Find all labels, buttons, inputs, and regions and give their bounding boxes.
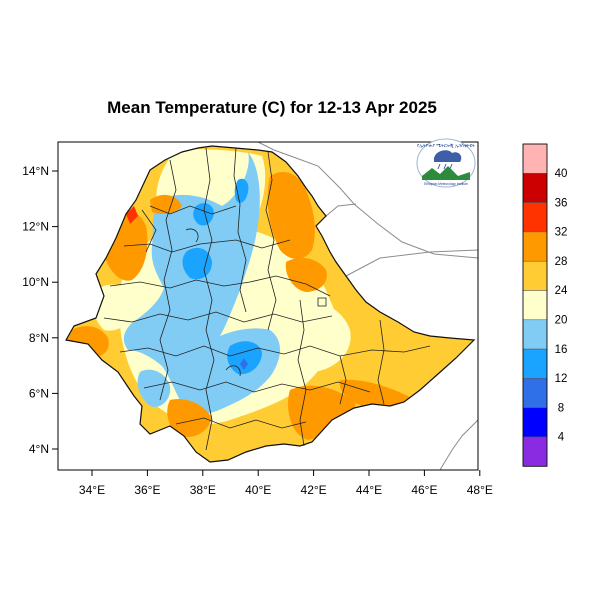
y-tick-label: 10°N xyxy=(22,275,49,289)
institute-logo: የኢትዮጵያ ሜትሮሎጂ ኢንስቲትዩት Ethiopian Meteorolo… xyxy=(416,138,476,188)
colorbar-segment xyxy=(522,173,548,203)
colorbar-label: 8 xyxy=(558,402,564,414)
colorbar-segment xyxy=(522,290,548,321)
colorbar-label: 40 xyxy=(555,168,568,180)
country-outline xyxy=(65,145,476,463)
colorbar-segment xyxy=(522,378,548,408)
map-title: Mean Temperature (C) for 12-13 Apr 2025 xyxy=(107,98,437,117)
colorbar-label: 4 xyxy=(558,432,565,444)
colorbar-segment xyxy=(522,407,548,438)
y-tick-label: 6°N xyxy=(29,386,49,400)
colorbar-label: 12 xyxy=(555,373,568,385)
x-tick-label: 38°E xyxy=(190,483,216,497)
neighbour-borders xyxy=(257,141,479,471)
plot-frame xyxy=(57,141,479,471)
colorbar-frame xyxy=(522,143,548,467)
colorbar-label: 16 xyxy=(555,344,568,356)
x-tick-label: 42°E xyxy=(301,483,327,497)
admin-boundaries xyxy=(103,147,431,451)
colorbar-segment xyxy=(522,202,548,233)
y-tick-label: 14°N xyxy=(22,164,49,178)
colorbar-label: 28 xyxy=(555,256,568,268)
x-tick-label: 48°E xyxy=(467,483,493,497)
x-tick-label: 36°E xyxy=(134,483,160,497)
colorbar-label: 36 xyxy=(555,197,568,209)
colorbar-segment xyxy=(522,319,548,350)
x-axis: 34°E 36°E 38°E 40°E 42°E 44°E 46°E 48°E xyxy=(79,470,493,497)
y-axis: 14°N 12°N 10°N 8°N 6°N 4°N xyxy=(22,164,58,456)
colorbar-segment xyxy=(522,231,548,262)
x-tick-label: 46°E xyxy=(411,483,437,497)
rain-icon xyxy=(437,163,453,170)
y-tick-label: 12°N xyxy=(22,220,49,234)
colorbar-labels: 40 36 32 28 24 20 16 12 8 4 xyxy=(555,168,568,444)
colorbar-label: 24 xyxy=(555,285,568,297)
x-tick-label: 40°E xyxy=(245,483,271,497)
y-tick-label: 4°N xyxy=(29,442,49,456)
logo-bottom-text: Ethiopian Meteorology Institute xyxy=(424,182,468,186)
colorbar-label: 20 xyxy=(555,314,568,326)
colorbar-segment xyxy=(522,348,548,379)
colorbar xyxy=(522,143,548,467)
x-tick-label: 34°E xyxy=(79,483,105,497)
colorbar-label: 32 xyxy=(555,227,568,239)
colorbar-segment xyxy=(522,260,548,291)
mountain-icon xyxy=(422,166,470,180)
logo-top-text: የኢትዮጵያ ሜትሮሎጂ ኢንስቲትዩት xyxy=(417,144,475,149)
cloud-icon xyxy=(434,150,462,162)
colorbar-segment xyxy=(522,143,548,174)
y-tick-label: 8°N xyxy=(29,331,49,345)
x-tick-label: 44°E xyxy=(356,483,382,497)
colorbar-segment xyxy=(522,436,548,467)
